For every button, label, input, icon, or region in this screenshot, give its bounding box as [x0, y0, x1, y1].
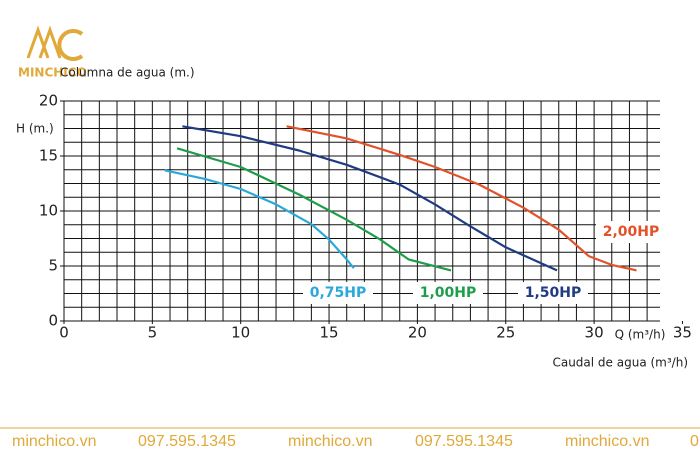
- x-tick-label: 30: [585, 324, 604, 342]
- curve: [286, 125, 637, 272]
- y-axis-label: H (m.): [16, 122, 54, 136]
- x-unit-label: Q (m³/h): [615, 328, 666, 342]
- footer-text: 0: [690, 433, 699, 450]
- y-tick-label: 20: [39, 92, 58, 110]
- x-axis-label: Caudal de agua (m³/h): [552, 356, 688, 370]
- legend-label: 1,00HP: [420, 285, 477, 301]
- legend-bg: [518, 282, 588, 304]
- logo-mark: [26, 25, 62, 59]
- logo: MINCHICO: [18, 25, 87, 80]
- y-tick-label: 5: [48, 257, 58, 275]
- curve: [164, 169, 355, 269]
- y-tick-label: 15: [39, 147, 58, 165]
- logo-mark: [57, 29, 84, 61]
- x-tick-label: 5: [148, 324, 158, 342]
- x-tick-label: 35: [673, 324, 692, 342]
- x-tick-label: 25: [496, 324, 515, 342]
- logo-text: MINCHICO: [18, 66, 87, 80]
- x-tick-label: 15: [320, 324, 339, 342]
- x-tick-label: 20: [408, 324, 427, 342]
- footer-text: minchico.vn: [565, 433, 649, 450]
- x-tick-label: 10: [231, 324, 250, 342]
- footer-text: 097.595.1345: [138, 433, 236, 450]
- curve: [176, 147, 452, 272]
- legend-label: 0,75HP: [310, 285, 367, 301]
- footer-text: minchico.vn: [12, 433, 96, 450]
- footer-text: 097.595.1345: [415, 433, 513, 450]
- legend-bg: [303, 282, 373, 304]
- curve: [182, 125, 558, 272]
- y-tick-label: 0: [48, 312, 58, 330]
- legend-label: 2,00HP: [603, 224, 660, 240]
- legend-label: 1,50HP: [525, 285, 582, 301]
- x-tick-label: 0: [59, 324, 69, 342]
- legend-bg: [413, 282, 483, 304]
- chart-title: Columna de agua (m.): [60, 66, 195, 80]
- footer-text: minchico.vn: [288, 433, 372, 450]
- y-tick-label: 10: [39, 202, 58, 220]
- legend-bg: [596, 221, 666, 243]
